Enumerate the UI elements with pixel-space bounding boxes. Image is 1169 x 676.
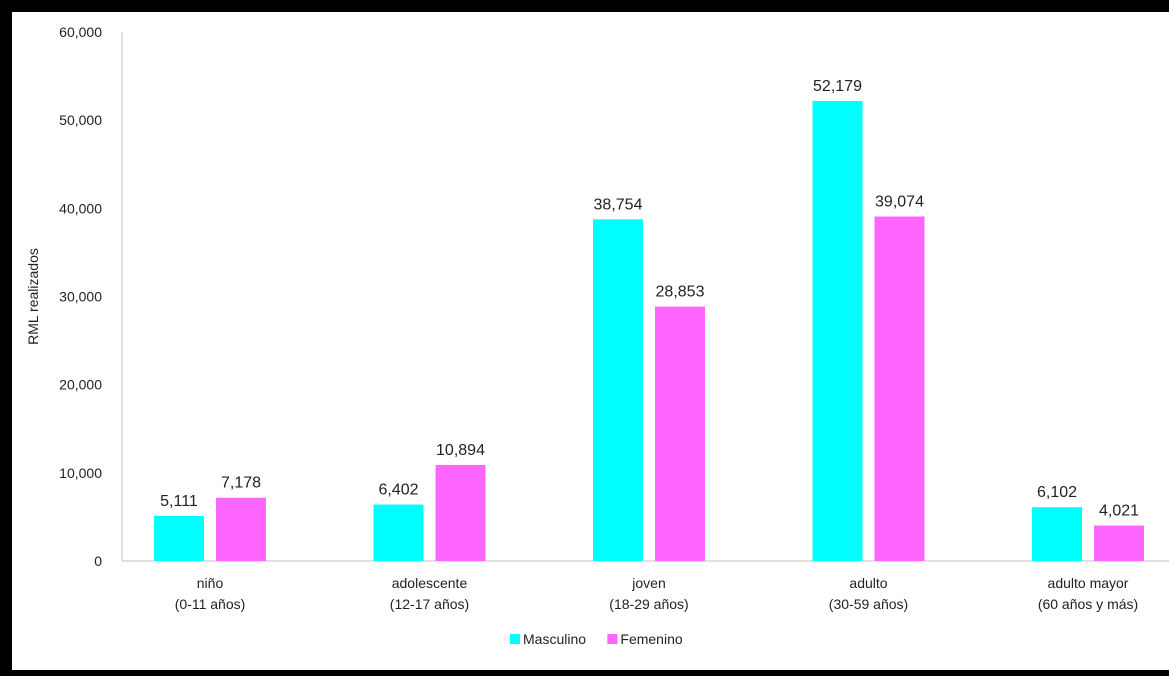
data-label: 7,178 bbox=[221, 475, 261, 492]
x-tick-label: (0-11 años) bbox=[175, 596, 246, 612]
bar-masculino-0 bbox=[154, 515, 204, 561]
y-tick-label: 10,000 bbox=[59, 465, 102, 481]
x-tick-label: (12-17 años) bbox=[390, 596, 469, 612]
bar-femenino-1 bbox=[435, 464, 486, 561]
y-tick-label: 30,000 bbox=[59, 289, 102, 305]
x-tick-label: adulto mayor bbox=[1048, 575, 1129, 591]
bar-masculino-4 bbox=[1032, 507, 1082, 561]
legend-swatch-masculino bbox=[510, 634, 520, 644]
data-label: 10,894 bbox=[436, 442, 485, 459]
data-label: 5,111 bbox=[160, 493, 198, 510]
y-tick-label: 20,000 bbox=[59, 377, 102, 393]
y-axis-title: RML realizados bbox=[25, 248, 41, 345]
y-tick-label: 40,000 bbox=[59, 200, 102, 216]
bar-masculino-2 bbox=[593, 219, 643, 561]
y-tick-label: 0 bbox=[94, 553, 102, 569]
x-tick-label: adolescente bbox=[392, 575, 468, 591]
chart-frame: RML realizados 0 10,000 20,000 30,000 40,000… bbox=[12, 12, 1169, 670]
legend-label-femenino: Femenino bbox=[620, 631, 682, 647]
y-tick-label: 50,000 bbox=[59, 112, 102, 128]
x-tick-label: (30-59 años) bbox=[829, 596, 908, 612]
bar-femenino-3 bbox=[874, 216, 925, 562]
x-tick-label: (60 años y más) bbox=[1038, 596, 1138, 612]
y-tick-label: 60,000 bbox=[59, 24, 102, 40]
x-tick-label: adulto bbox=[849, 575, 887, 591]
bar-femenino-0 bbox=[216, 497, 266, 561]
legend-label-masculino: Masculino bbox=[523, 631, 586, 647]
data-label: 28,853 bbox=[656, 284, 705, 301]
x-tick-label: (18-29 años) bbox=[609, 596, 688, 612]
x-tick-label: joven bbox=[631, 575, 665, 591]
data-label: 38,754 bbox=[594, 196, 643, 213]
data-label: 52,179 bbox=[813, 78, 862, 95]
x-tick-label: niño bbox=[197, 575, 224, 591]
bar-femenino-4 bbox=[1094, 525, 1144, 561]
bar-femenino-2 bbox=[655, 306, 705, 561]
bar-masculino-1 bbox=[373, 504, 424, 561]
data-label: 4,021 bbox=[1099, 503, 1139, 520]
data-label: 6,402 bbox=[378, 482, 418, 499]
data-label: 6,102 bbox=[1037, 484, 1077, 501]
data-label: 39,074 bbox=[875, 193, 924, 210]
bar-masculino-3 bbox=[812, 100, 863, 562]
bar-chart: RML realizados 0 10,000 20,000 30,000 40,000… bbox=[25, 24, 1169, 647]
legend-swatch-femenino bbox=[607, 634, 618, 644]
